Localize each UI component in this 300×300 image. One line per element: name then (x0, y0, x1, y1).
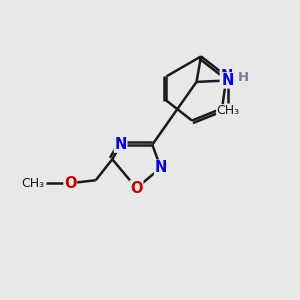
Text: N: N (222, 73, 234, 88)
Text: N: N (220, 69, 233, 84)
Text: CH₃: CH₃ (216, 104, 240, 117)
Text: N: N (154, 160, 167, 175)
Text: H: H (237, 71, 249, 84)
Text: CH₃: CH₃ (22, 177, 45, 190)
Text: O: O (64, 176, 76, 191)
Text: N: N (115, 137, 127, 152)
Text: O: O (130, 181, 143, 196)
